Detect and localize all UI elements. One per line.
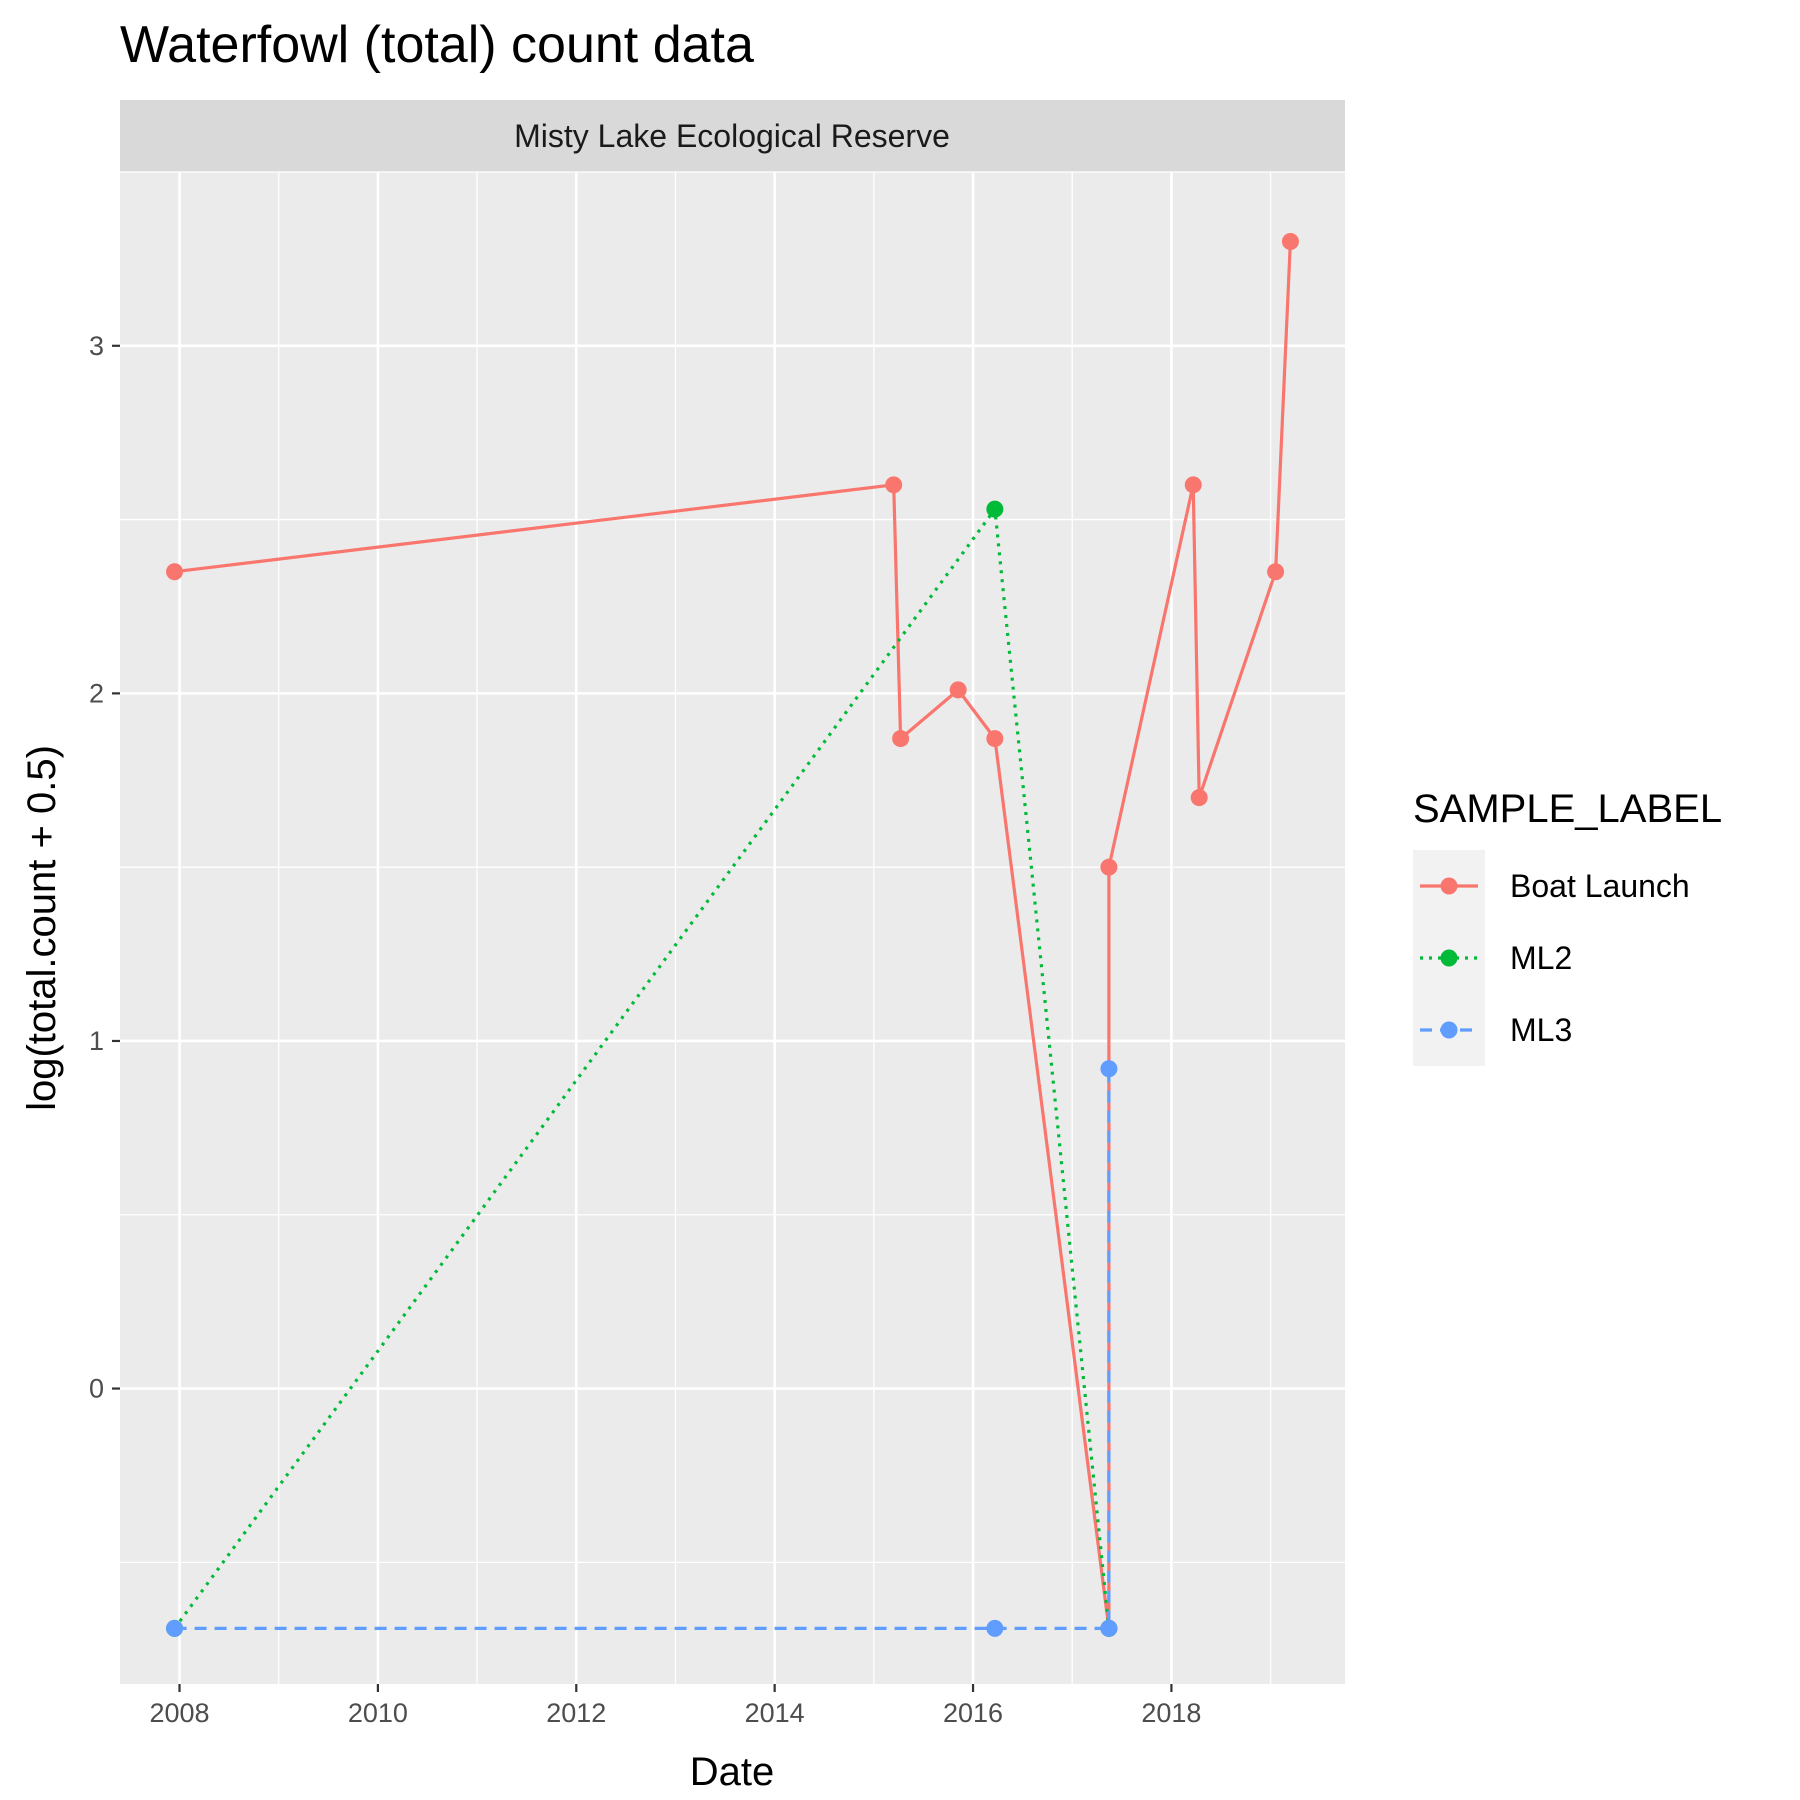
data-point-ml2 [986,500,1004,518]
facet-label: Misty Lake Ecological Reserve [514,118,950,154]
legend-key-point [1440,877,1458,895]
legend-label: ML2 [1510,940,1572,976]
x-tick-label: 2014 [745,1698,805,1728]
major-gridlines [120,172,1345,1684]
data-point-ml3 [1100,1060,1118,1078]
data-point-ml3 [986,1619,1004,1637]
data-point-boat-launch [892,730,910,748]
data-point-boat-launch [166,563,184,581]
data-point-boat-launch [949,681,967,699]
data-point-boat-launch [885,476,903,494]
y-tick-label: 3 [89,331,104,361]
data-point-ml3 [1100,1619,1118,1637]
y-tick-label: 1 [89,1026,104,1056]
series-layer [166,233,1299,1637]
data-point-boat-launch [1184,476,1202,494]
x-tick-label: 2016 [943,1698,1003,1728]
chart-title: Waterfowl (total) count data [120,16,754,74]
minor-gridlines [120,171,1345,1684]
data-point-ml3 [166,1619,184,1637]
legend: SAMPLE_LABEL Boat Launch ML2 ML3 [1413,787,1722,1066]
axis-ticks: 2008 2010 2012 2014 2016 2018 0 1 2 3 [89,331,1201,1728]
data-point-boat-launch [986,730,1004,748]
x-tick-label: 2018 [1141,1698,1201,1728]
plot-panel [120,172,1345,1684]
legend-key-point [1440,949,1458,967]
y-tick-label: 2 [89,678,104,708]
legend-label: Boat Launch [1510,868,1690,904]
legend-key-point [1440,1021,1458,1039]
x-axis-title: Date [690,1750,775,1794]
series-line-ml3 [174,1068,1111,1631]
data-point-boat-launch [1281,233,1299,251]
y-tick-label: 0 [89,1374,104,1404]
facet-strip [120,100,1345,172]
x-tick-label: 2010 [348,1698,408,1728]
data-point-boat-launch [1100,858,1118,876]
legend-label: ML3 [1510,1012,1572,1048]
data-point-boat-launch [1267,563,1285,581]
x-tick-label: 2008 [149,1698,209,1728]
legend-title: SAMPLE_LABEL [1413,787,1722,831]
x-tick-label: 2012 [546,1698,606,1728]
data-point-boat-launch [1190,789,1208,807]
y-axis-title: log(total.count + 0.5) [20,745,64,1111]
